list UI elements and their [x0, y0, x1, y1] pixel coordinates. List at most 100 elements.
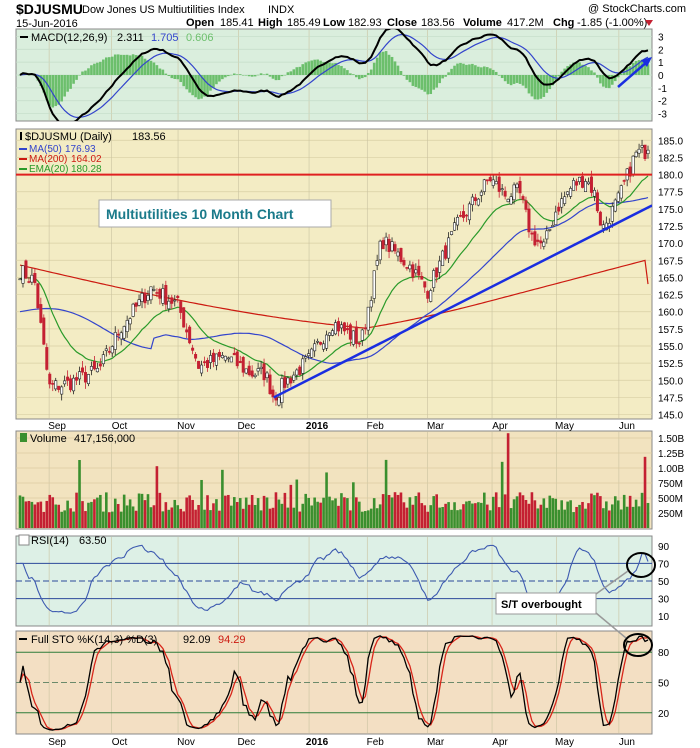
- macd-histogram-bar: [179, 75, 183, 83]
- volume-bar: [158, 492, 162, 528]
- macd-tick-label: 1: [658, 58, 664, 69]
- candle-body: [45, 347, 49, 370]
- macd-histogram-bar: [366, 72, 370, 75]
- chg-label: Chg: [553, 17, 574, 29]
- volume-bar: [116, 504, 120, 528]
- macd-histogram-bar: [227, 75, 230, 77]
- candle-body: [435, 267, 439, 278]
- volume-bar: [250, 495, 254, 528]
- macd-histogram-bar: [48, 75, 52, 106]
- volume-bar: [343, 497, 346, 528]
- ma50-line: [19, 197, 649, 364]
- volume-bar: [57, 504, 60, 528]
- candle-body: [509, 196, 513, 205]
- candle-body: [128, 318, 132, 325]
- volume-bar: [363, 511, 367, 528]
- macd-histogram-bar: [283, 74, 287, 76]
- volume-bar: [593, 495, 596, 528]
- macd-histogram-bar: [375, 57, 379, 75]
- volume-bar: [63, 510, 66, 528]
- volume-bar: [590, 493, 593, 528]
- candle-body: [113, 332, 117, 350]
- volume-bar: [182, 511, 185, 528]
- macd-histogram-bar: [423, 75, 427, 92]
- macd-histogram-bar: [524, 75, 528, 89]
- volume-bar: [349, 510, 352, 528]
- volume-bar: [27, 500, 31, 528]
- candle-body: [238, 361, 242, 364]
- candle-body: [107, 351, 111, 353]
- candle-body: [336, 321, 340, 332]
- candle-body: [426, 291, 430, 299]
- volume-bar: [471, 503, 474, 528]
- volume-bar: [93, 499, 96, 528]
- macd-tick-label: -1: [658, 84, 667, 95]
- candle-body: [75, 377, 79, 381]
- volume-bar: [310, 505, 313, 528]
- candle-body: [271, 389, 275, 398]
- volume-tick-label: 250M: [658, 509, 683, 520]
- volume-bar: [402, 502, 406, 528]
- volume-bar: [426, 511, 430, 528]
- price-tick-label: 162.5: [658, 291, 683, 302]
- macd-histogram-bar: [372, 62, 376, 75]
- macd-histogram-bar: [307, 61, 311, 75]
- macd-histogram-bar: [453, 65, 456, 75]
- macd-histogram-bar: [259, 73, 263, 75]
- macd-histogram-bar: [331, 63, 334, 75]
- low-label: Low: [323, 17, 345, 29]
- candle-body: [569, 188, 573, 197]
- macd-histogram-bar: [346, 70, 349, 75]
- volume-bar: [512, 499, 516, 528]
- annotation-box: [98, 199, 332, 228]
- candle-body: [110, 346, 114, 354]
- x-axis-label: Mar: [427, 737, 445, 748]
- macd-histogram-bar: [280, 75, 284, 77]
- candle-body: [146, 295, 150, 301]
- candle-body: [89, 366, 93, 371]
- volume-tick-label: 750M: [658, 479, 683, 490]
- volume-bar: [625, 506, 629, 528]
- candle-body: [616, 192, 620, 202]
- annotation-text: Multiutilities 10 Month Chart: [106, 206, 294, 222]
- macd-histogram-bar: [215, 75, 218, 85]
- candle-body: [176, 295, 180, 298]
- candle-body: [643, 144, 647, 159]
- price-tick-label: 150.0: [658, 376, 683, 387]
- candle-body: [134, 302, 138, 307]
- macd-histogram-bar: [596, 75, 599, 78]
- candle-body: [310, 348, 314, 358]
- candle-body: [560, 198, 564, 208]
- candle-body: [453, 222, 457, 231]
- volume-bar: [87, 502, 90, 528]
- volume-bar: [122, 494, 126, 528]
- candle-body: [601, 224, 605, 229]
- candle-body: [521, 196, 525, 200]
- volume-bar: [235, 502, 239, 528]
- volume-bar: [387, 495, 391, 528]
- volume-bar: [465, 501, 468, 528]
- macd-histogram-bar: [286, 72, 290, 75]
- axis-ticks: 185.0 182.5 180.0 177.5 175.0 172.5 170.0 167.5…: [48, 32, 684, 748]
- volume-bar: [105, 492, 108, 528]
- macd-histogram-bar: [530, 75, 534, 97]
- macd-histogram-bar: [125, 54, 129, 75]
- macd-histogram-bar: [631, 62, 635, 75]
- macd-histogram-bar: [462, 63, 465, 75]
- candle-body: [581, 176, 585, 188]
- candle-body: [203, 361, 207, 363]
- candle-body: [539, 240, 543, 244]
- volume-bar: [45, 500, 49, 528]
- macd-histogram-bar: [509, 75, 513, 86]
- volume-bar: [42, 511, 46, 528]
- volume-bar: [188, 495, 191, 528]
- candle-body: [527, 208, 531, 233]
- macd-histogram-bar: [506, 75, 510, 84]
- volume-tick-label: 1.00B: [658, 464, 684, 475]
- candle-body: [548, 229, 552, 231]
- volume-bar: [602, 508, 605, 528]
- volume-bar: [286, 507, 290, 528]
- candle-body: [482, 179, 486, 192]
- macd-histogram-bar: [599, 75, 602, 84]
- volume-bar: [530, 492, 534, 528]
